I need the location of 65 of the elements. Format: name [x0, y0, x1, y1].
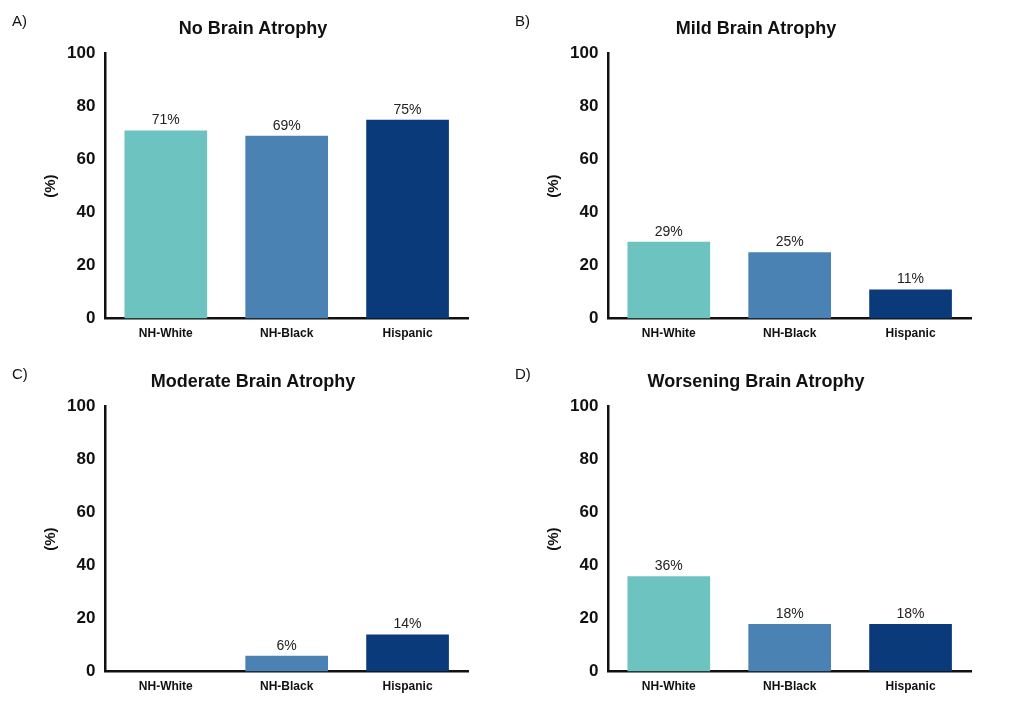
y-tick-label: 20 — [76, 255, 96, 275]
data-label: 75% — [393, 100, 422, 117]
y-axis-title: (%) — [41, 527, 59, 551]
y-tick-label: 100 — [569, 43, 599, 63]
bar — [748, 252, 832, 319]
y-tick-label: 100 — [66, 43, 96, 63]
y-tick-label: 100 — [66, 396, 96, 416]
y-tick-label: 40 — [579, 555, 599, 575]
x-tick-label: NH-Black — [260, 326, 314, 341]
x-tick-label: NH-White — [641, 326, 697, 341]
y-tick-label: 80 — [579, 449, 599, 469]
data-label: 18% — [775, 604, 804, 621]
data-label: 6% — [276, 636, 297, 653]
x-tick-label: Hispanic — [382, 326, 433, 341]
y-tick-label: 0 — [588, 308, 599, 328]
x-tick-label: Hispanic — [382, 679, 433, 694]
y-tick-label: 100 — [569, 396, 599, 416]
bar — [627, 241, 711, 319]
text: A) — [12, 12, 27, 29]
data-label: 14% — [393, 615, 422, 632]
y-tick-label: 60 — [76, 149, 96, 169]
bar — [869, 289, 952, 319]
y-tick-label: 40 — [579, 202, 599, 222]
x-tick-label: Hispanic — [885, 326, 936, 341]
bar — [245, 135, 329, 319]
y-tick-label: 0 — [85, 308, 96, 328]
y-tick-label: 40 — [76, 555, 96, 575]
x-tick-label: NH-White — [641, 679, 697, 694]
text: C) — [12, 365, 28, 382]
text: D) — [515, 365, 531, 382]
x-tick-label: NH-White — [138, 679, 194, 694]
data-label: 25% — [775, 233, 804, 250]
data-label: 18% — [896, 604, 925, 621]
data-label: 36% — [654, 557, 683, 574]
y-tick-label: 80 — [76, 449, 96, 469]
x-tick-label: NH-White — [138, 326, 194, 341]
y-tick-label: 0 — [588, 661, 599, 681]
y-tick-label: 60 — [76, 502, 96, 522]
x-tick-label: Hispanic — [885, 679, 936, 694]
y-tick-label: 20 — [76, 608, 96, 628]
y-tick-label: 20 — [579, 255, 599, 275]
y-axis-title: (%) — [544, 174, 562, 198]
y-axis-title: (%) — [41, 174, 59, 198]
bar — [366, 119, 449, 319]
y-tick-label: 80 — [579, 96, 599, 116]
y-tick-label: 40 — [76, 202, 96, 222]
data-label: 11% — [897, 270, 925, 287]
data-label: 69% — [272, 116, 301, 133]
y-tick-label: 0 — [85, 661, 96, 681]
chart-title: No Brain Atrophy — [178, 17, 328, 38]
bar — [124, 130, 208, 319]
y-tick-label: 60 — [579, 502, 599, 522]
chart-title: Mild Brain Atrophy — [675, 17, 837, 38]
chart-title: Worsening Brain Atrophy — [647, 370, 865, 391]
data-label: 71% — [151, 111, 180, 128]
x-tick-label: NH-Black — [763, 679, 817, 694]
y-tick-label: 20 — [579, 608, 599, 628]
y-axis-title: (%) — [544, 527, 562, 551]
x-tick-label: NH-Black — [763, 326, 817, 341]
text: B) — [515, 12, 530, 29]
x-tick-label: NH-Black — [260, 679, 314, 694]
chart-title: Moderate Brain Atrophy — [150, 370, 356, 391]
y-tick-label: 80 — [76, 96, 96, 116]
data-label: 29% — [654, 222, 683, 239]
y-tick-label: 60 — [579, 149, 599, 169]
